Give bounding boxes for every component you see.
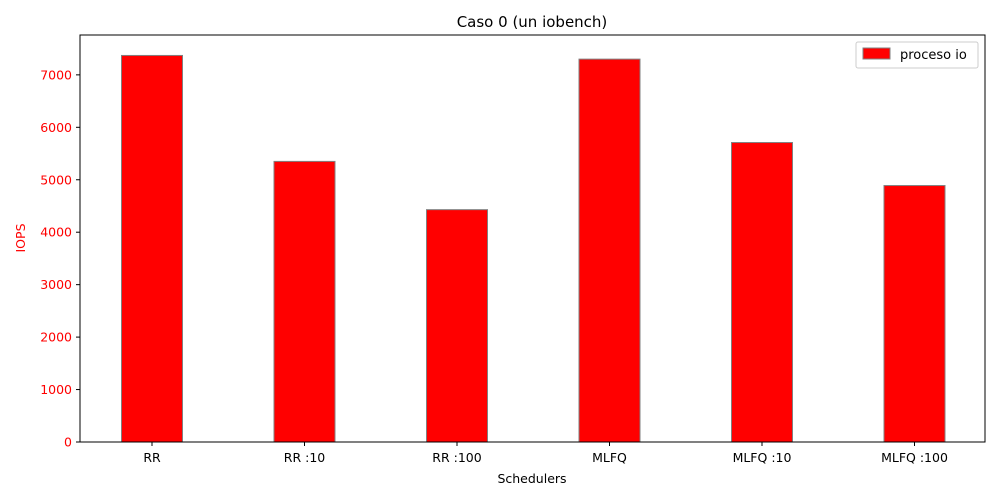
y-tick-label: 5000 [40,172,72,187]
legend-label: proceso io [900,48,967,63]
x-tick-label: MLFQ :10 [733,450,792,465]
x-tick-label: RR :100 [432,450,481,465]
x-tick-label: MLFQ :100 [881,450,948,465]
x-tick-label: MLFQ [592,450,627,465]
y-tick-label: 7000 [40,67,72,82]
plot-frame [79,34,986,443]
x-tick-label: RR :10 [284,450,326,465]
y-tick-label: 0 [64,435,72,450]
y-axis-label: IOPS [13,223,28,252]
bar-5 [883,185,946,443]
y-tick-label: 2000 [40,330,72,345]
chart-title: Caso 0 (un iobench) [457,13,608,31]
bars-group [121,54,946,443]
bar-4 [731,142,793,443]
y-tick-label: 1000 [40,382,72,397]
bar-3 [578,58,641,443]
bar-0 [121,54,183,443]
y-tick-label: 4000 [40,225,72,240]
bar-2 [426,209,488,443]
y-axis-ticks: 0 1000 2000 3000 4000 5000 6000 7000 [40,67,80,450]
x-tick-label: RR [143,450,161,465]
x-axis-label: Schedulers [497,471,566,486]
y-tick-label: 3000 [40,277,72,292]
legend: proceso io [855,41,979,69]
legend-swatch [862,47,891,60]
bar-1 [273,160,336,443]
x-axis-ticks: RR RR :10 RR :100 MLFQ MLFQ :10 MLFQ :100 [143,442,948,465]
y-tick-label: 6000 [40,120,72,135]
